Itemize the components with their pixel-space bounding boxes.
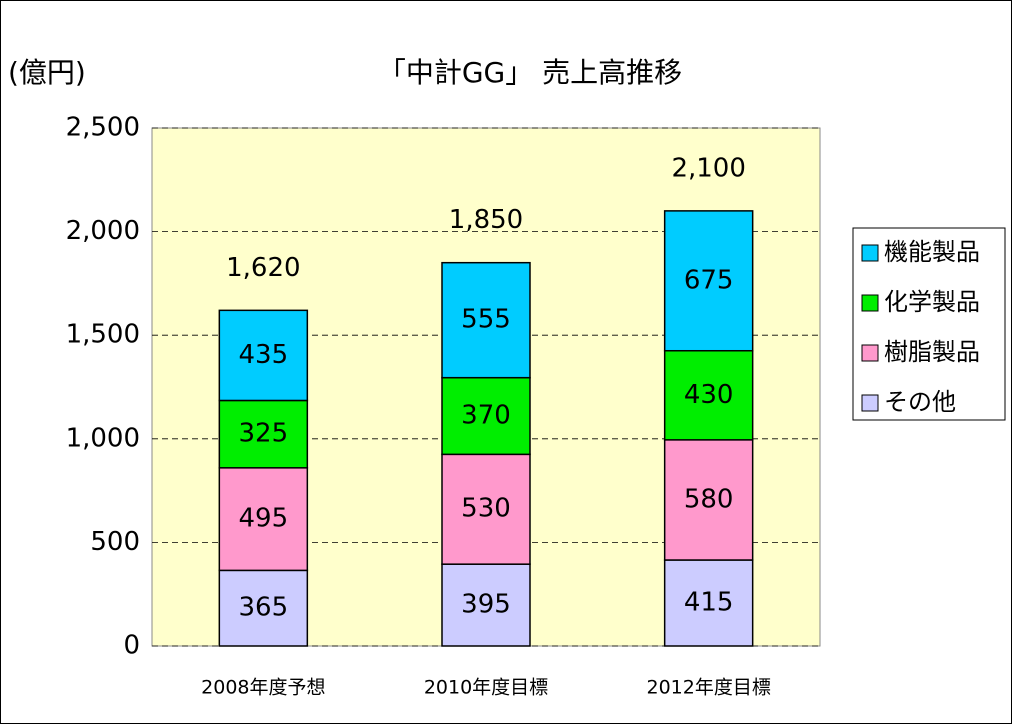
segment-label: 395 — [461, 590, 511, 620]
bar-segment — [441, 453, 531, 565]
y-tick-label: 1,500 — [66, 320, 140, 350]
legend-label: その他 — [884, 388, 956, 416]
bar-segment — [218, 399, 309, 469]
segment-label: 415 — [684, 588, 734, 618]
x-tick-label: 2008年度予想 — [201, 677, 325, 699]
segment-label: 430 — [684, 380, 734, 410]
y-tick-label: 500 — [90, 527, 140, 557]
segment-label: 555 — [461, 305, 511, 335]
chart-title: 「中計GG」 売上高推移 — [378, 56, 682, 89]
segment-label: 435 — [239, 340, 289, 370]
bar-segment — [218, 569, 309, 647]
bar-segment — [218, 467, 309, 572]
legend-swatch — [861, 394, 879, 412]
segment-label: 370 — [461, 401, 511, 431]
legend-label: 樹脂製品 — [884, 338, 980, 366]
y-tick-label: 0 — [123, 631, 140, 661]
segment-label: 365 — [239, 593, 289, 623]
segment-label: 530 — [461, 494, 511, 524]
y-tick-label: 1,000 — [66, 423, 140, 453]
bar-segment — [663, 559, 754, 647]
bar-segment — [663, 210, 754, 352]
bar-segment — [663, 439, 754, 561]
y-tick-label: 2,500 — [66, 113, 140, 143]
legend-label: 化学製品 — [884, 288, 980, 316]
segment-label: 325 — [239, 419, 289, 449]
x-tick-label: 2010年度目標 — [424, 677, 548, 699]
total-label: 1,850 — [449, 205, 523, 235]
legend-swatch — [861, 344, 879, 362]
segment-label: 495 — [239, 504, 289, 534]
total-label: 2,100 — [671, 153, 745, 183]
legend-swatch — [861, 294, 879, 312]
bar-segment — [441, 261, 531, 379]
segment-label: 675 — [684, 265, 734, 295]
x-tick-label: 2012年度目標 — [646, 677, 770, 699]
bar-segment — [218, 309, 309, 402]
legend-swatch — [861, 244, 879, 262]
total-label: 1,620 — [226, 253, 300, 283]
bar-segment — [441, 563, 531, 647]
y-unit: (億円) — [8, 56, 86, 89]
legend-label: 機能製品 — [884, 238, 980, 266]
segment-label: 580 — [684, 484, 734, 514]
y-tick-label: 2,000 — [66, 216, 140, 246]
